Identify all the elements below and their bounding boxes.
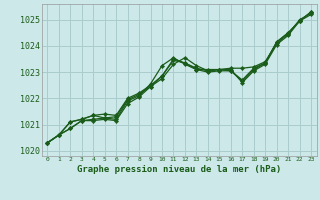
X-axis label: Graphe pression niveau de la mer (hPa): Graphe pression niveau de la mer (hPa) xyxy=(77,165,281,174)
